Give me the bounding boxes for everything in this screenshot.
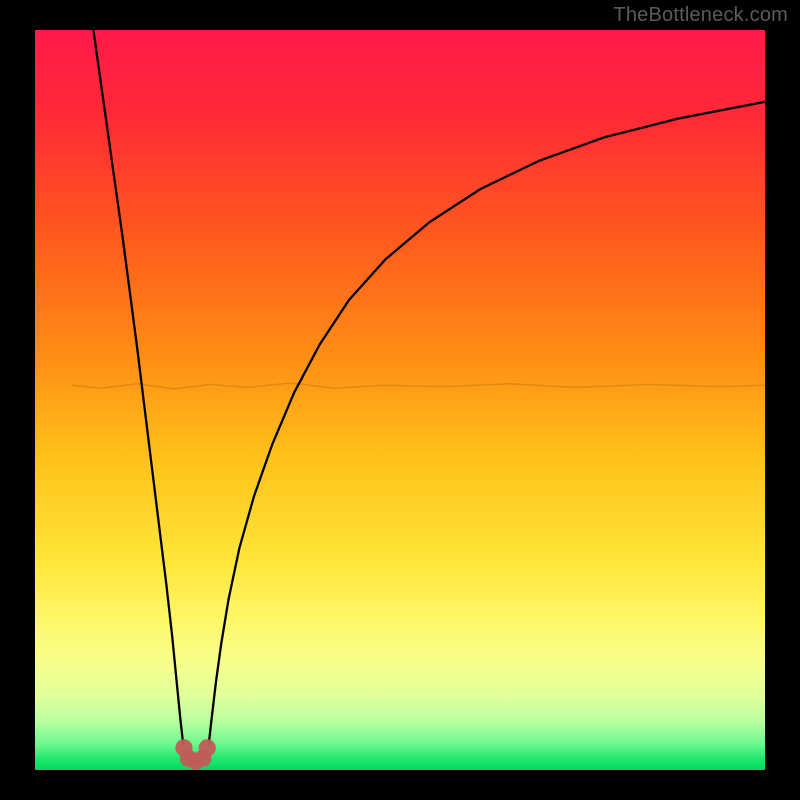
plot-area bbox=[35, 30, 765, 770]
chart-container: TheBottleneck.com bbox=[0, 0, 800, 800]
valley-marker bbox=[199, 739, 216, 756]
watermark-text: TheBottleneck.com bbox=[613, 4, 788, 27]
